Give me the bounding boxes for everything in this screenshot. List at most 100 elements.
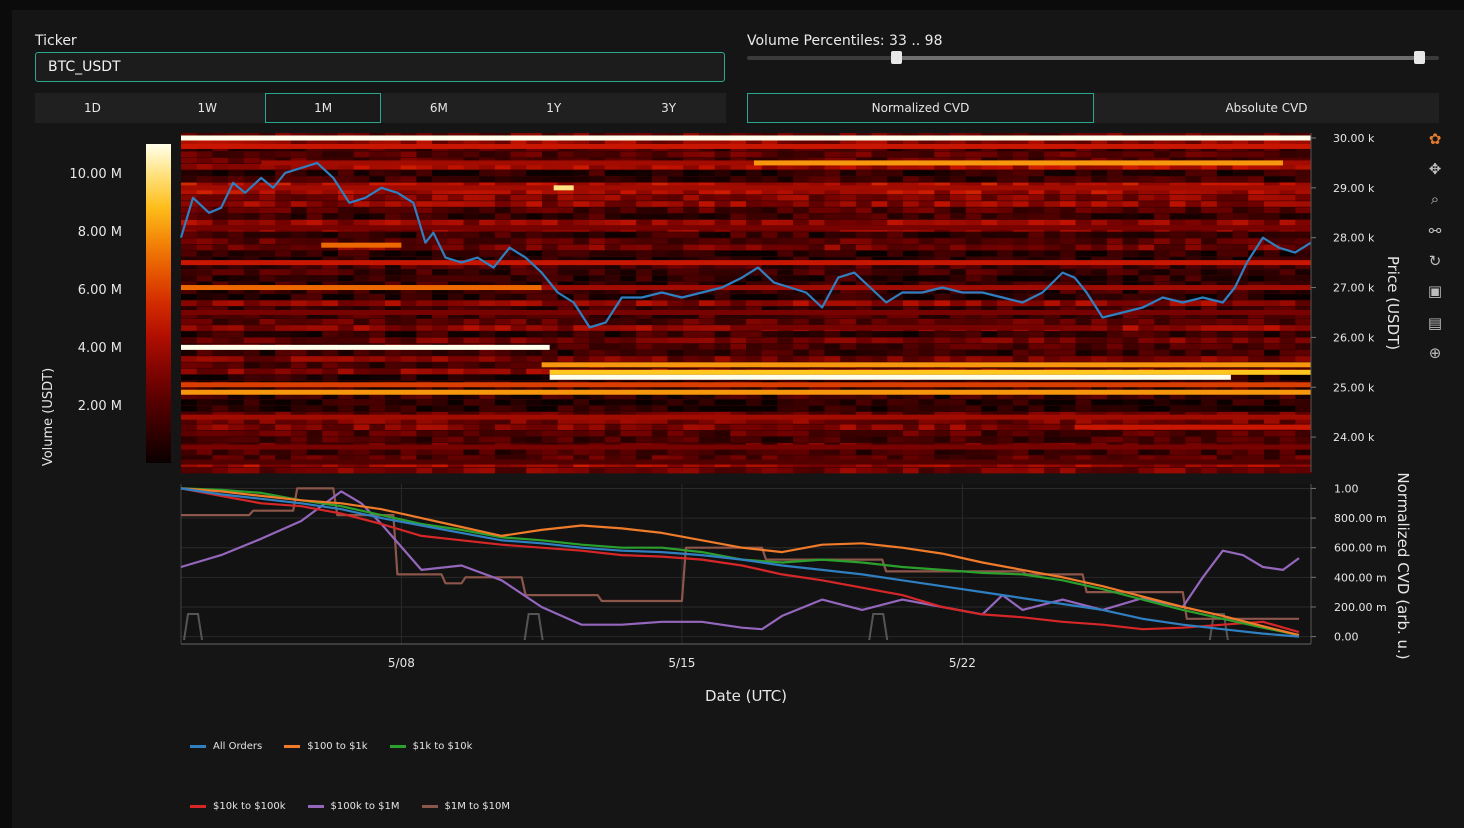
range-button-6m[interactable]: 6M [429,101,448,115]
legend-item-100k-to-1m[interactable]: $100k to $1M [307,801,400,812]
heatmap-cell [997,424,1014,430]
heatmap-cell [447,405,464,412]
heatmap-cell [290,331,308,337]
heatmap-cell [275,250,292,257]
ticker-input[interactable] [35,52,725,82]
heatmap-cell [573,244,590,251]
legend-item-all-orders[interactable]: All Orders [190,741,262,752]
heatmap-cell [683,405,700,412]
heatmap-cell [902,399,920,406]
heatmap-cell [840,275,857,282]
zoom-icon[interactable]: ⌕ [1430,190,1440,208]
heatmap-cell [950,257,967,263]
hover-label-icon[interactable]: ▤ [1427,314,1443,332]
range-button-1m[interactable]: 1M [264,93,382,123]
range-button-1d[interactable]: 1D [83,101,101,115]
heatmap-cell [981,263,998,269]
heatmap-cell [746,257,763,263]
heatmap-cell [1028,405,1045,412]
heatmap-cell [181,405,198,412]
heatmap-cell [1248,343,1265,350]
heatmap-cell [1012,455,1029,461]
heatmap-cell [1154,244,1171,251]
heatmap-cell [589,424,606,430]
heatmap-cell [981,356,998,362]
heatmap-cell [1263,201,1281,207]
heatmap-cell [746,356,763,362]
slider-handle-high[interactable] [1413,51,1425,64]
heatmap-cell [840,201,857,207]
heatmap-cell [777,219,794,226]
legend-item-100-to-1k[interactable]: $100 to $1k [284,741,368,752]
legend-item-10k-to-100k[interactable]: $10k to $100k [190,801,286,812]
heatmap-cell [1075,207,1092,213]
heatmap-cell [793,306,810,313]
slider-handle-low[interactable] [890,51,902,64]
heatmap-cell [1044,207,1061,213]
volume-percentiles-slider[interactable] [747,51,1439,64]
heatmap-cell [667,430,684,437]
heatmap-cell [541,164,559,170]
heatmap-cell [400,325,417,331]
heatmap-cell [1012,139,1029,145]
heatmap-cell [1044,269,1061,275]
heatmap-cell [1028,244,1045,251]
heatmap-cell [950,312,967,319]
heatmap-cell [1169,350,1186,356]
heatmap-cell [1044,430,1061,437]
heatmap-cell [479,269,496,275]
heatmap-cell [950,467,967,474]
heatmap-cell [369,306,386,313]
heatmap-cell [1044,219,1061,226]
normalized-cvd-button[interactable]: Normalized CVD [747,93,1094,123]
heatmap-cell [541,294,559,300]
range-button-1y[interactable]: 1Y [546,101,562,115]
heatmap-cell [479,201,496,207]
heatmap-cell [385,337,402,344]
save-icon[interactable]: ▣ [1427,282,1443,300]
heatmap-cell [1075,294,1092,300]
heatmap-cell [1138,201,1155,207]
heatmap-cell [1075,275,1092,282]
legend-item-1m-to-10m[interactable]: $1M to $10M [421,801,510,812]
pan-icon[interactable]: ✥ [1428,160,1442,178]
heatmap-cell [1169,151,1186,158]
heatmap-cell [997,139,1014,145]
reset-icon[interactable]: ↻ [1428,252,1442,270]
heatmap-cell [855,232,873,238]
heatmap-cell [1122,219,1139,226]
heatmap-cell [385,362,402,368]
heatmap-cell [667,325,684,331]
crosshair-icon[interactable]: ⊕ [1428,344,1442,362]
heatmap-cell [447,170,464,176]
heatmap-cell [479,188,496,195]
heatmap-cell [259,374,276,381]
heatmap-cell [651,195,669,201]
spike-lines-icon[interactable]: ⚯ [1428,222,1442,240]
range-button-1w[interactable]: 1W [197,101,217,115]
heatmap-cell [1248,436,1265,443]
range-button-3y[interactable]: 3Y [661,101,677,115]
heatmap-cell [714,356,731,362]
legend-item-1k-to-10k[interactable]: $1k to $10k [389,741,472,752]
heatmap-cell [447,151,464,158]
heatmap-cell [306,257,323,263]
heatmap-cell [683,337,700,344]
heatmap-cell [604,343,621,350]
heatmap-cell [494,436,512,443]
heatmap-cell [636,436,653,443]
heatmap-cell [510,275,527,282]
heatmap-cell [400,188,417,195]
heatmap-cell [1028,232,1045,238]
heatmap-cell [259,195,276,201]
heatmap-cell [196,356,213,362]
heatmap-cell [463,368,480,375]
heatmap-cell [510,151,527,158]
heatmap-cell [589,294,606,300]
heatmap-cell [306,213,323,220]
heatmap-cell [698,343,716,350]
heatmap-cell [651,257,669,263]
heatmap-cell [604,139,621,145]
absolute-cvd-button[interactable]: Absolute CVD [1225,101,1308,115]
heatmap-cell [243,374,260,381]
